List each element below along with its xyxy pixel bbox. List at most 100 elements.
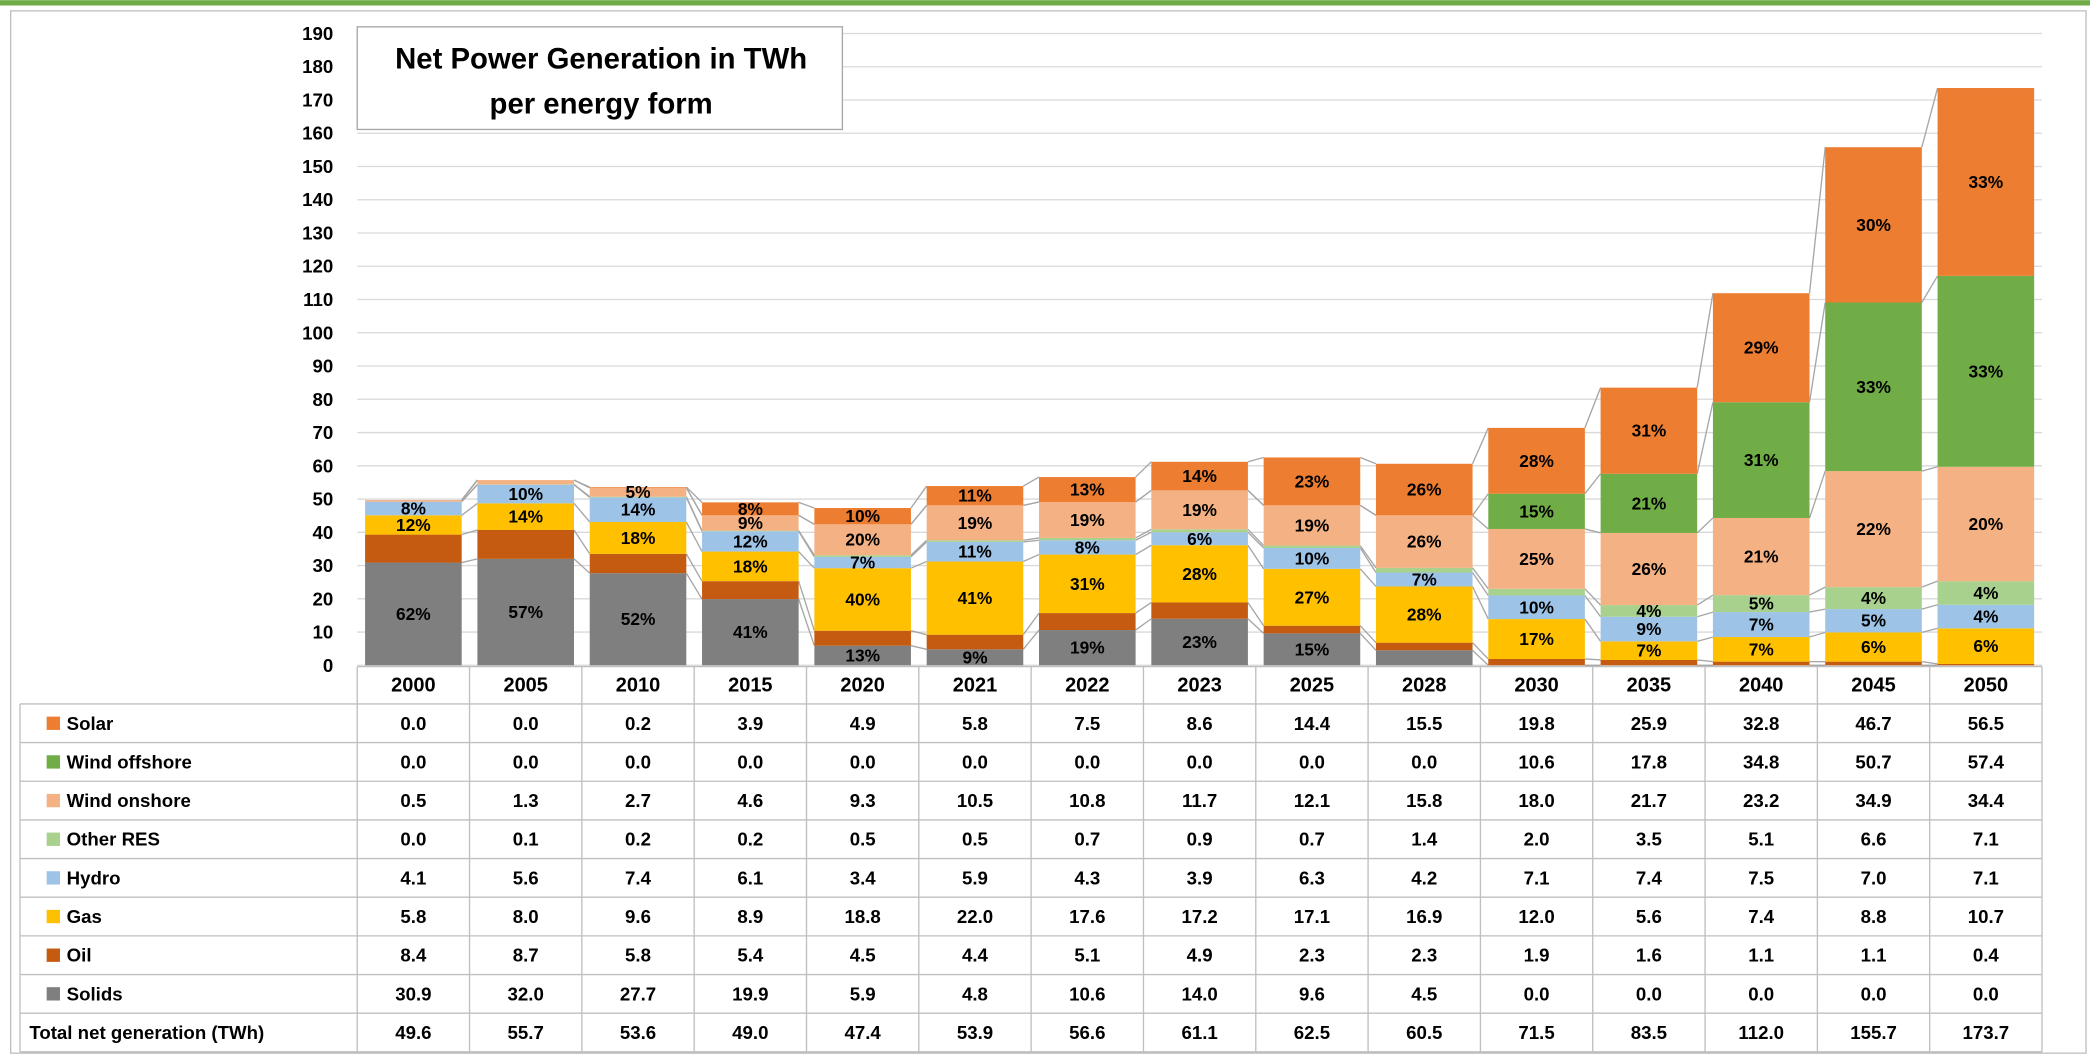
series-line xyxy=(1472,642,1489,660)
table-cell: 5.8 xyxy=(625,945,651,966)
table-cell: 34.8 xyxy=(1743,751,1779,772)
series-line xyxy=(1023,537,1040,541)
bar-segment xyxy=(814,508,911,525)
share-label: 52% xyxy=(621,609,656,629)
table-cell: 0.7 xyxy=(1074,829,1100,850)
bar-segment xyxy=(1937,604,2035,629)
table-cell: 1.4 xyxy=(1411,829,1438,850)
series-line xyxy=(1584,528,1601,534)
bar-segment xyxy=(1600,616,1698,642)
share-label: 19% xyxy=(1295,515,1330,535)
bar-segment xyxy=(589,496,687,498)
share-label: 19% xyxy=(1070,638,1105,658)
bar-segment xyxy=(1825,609,1922,633)
bar-segment xyxy=(1712,402,1810,518)
table-cell: 7.5 xyxy=(1074,713,1100,734)
series-line xyxy=(1135,489,1152,503)
table-cell: 4.6 xyxy=(737,790,763,811)
table-cell: 15.5 xyxy=(1406,713,1442,734)
bar-segment xyxy=(926,649,1024,666)
total-cell: 55.7 xyxy=(508,1022,544,1043)
table-cell: 0.0 xyxy=(1973,983,1999,1004)
bar-segment xyxy=(1712,293,1810,403)
legend-key xyxy=(46,832,60,846)
series-line xyxy=(1472,572,1489,596)
total-cell: 71.5 xyxy=(1518,1022,1554,1043)
table-cell: 0.0 xyxy=(1074,751,1100,772)
x-tick-label: 2030 xyxy=(1514,674,1558,696)
share-label: 19% xyxy=(1182,500,1217,520)
table-cell: 0.0 xyxy=(1187,751,1213,772)
share-label: 25% xyxy=(1519,549,1554,569)
bar-segment xyxy=(1712,637,1810,662)
table-cell: 5.6 xyxy=(1636,906,1662,927)
series-line xyxy=(685,497,703,532)
table-cell: 10.8 xyxy=(1069,790,1105,811)
table-cell: 2.3 xyxy=(1299,945,1325,966)
bar-segment xyxy=(589,487,687,488)
bar-segment xyxy=(814,555,911,557)
share-label: 40% xyxy=(845,589,880,609)
table-cell: 0.2 xyxy=(625,829,651,850)
table-cell: 9.3 xyxy=(850,790,876,811)
table-cell: 25.9 xyxy=(1631,713,1667,734)
table-cell: 1.1 xyxy=(1861,945,1887,966)
series-line xyxy=(1696,402,1714,474)
x-tick-label: 2005 xyxy=(503,674,547,696)
bar-segment xyxy=(926,486,1024,506)
table-cell: 17.2 xyxy=(1181,906,1217,927)
bar-segment xyxy=(1825,632,1922,662)
legend-label: Solids xyxy=(67,983,123,1004)
share-label: 14% xyxy=(508,507,543,527)
table-cell: 27.7 xyxy=(620,983,656,1004)
bar-segment xyxy=(926,541,1024,562)
table-cell: 4.8 xyxy=(962,983,988,1004)
bar-segment xyxy=(1825,471,1922,588)
share-label: 20% xyxy=(1969,514,2004,534)
series-line xyxy=(1697,636,1714,642)
bars xyxy=(365,88,2035,666)
bar-segment xyxy=(1600,473,1698,533)
y-tick-label: 180 xyxy=(302,56,333,77)
table-cell: 17.1 xyxy=(1294,906,1330,927)
bar-segment xyxy=(589,497,687,522)
series-line xyxy=(461,484,478,503)
series-line xyxy=(1921,275,1939,303)
series-line xyxy=(1247,544,1265,570)
series-line xyxy=(1135,544,1152,556)
share-label: 12% xyxy=(733,531,768,551)
bar-segment xyxy=(1263,457,1361,506)
table-cell: 0.0 xyxy=(1411,751,1437,772)
bar-segment xyxy=(814,645,911,666)
table-cell: 0.0 xyxy=(962,751,988,772)
share-label: 14% xyxy=(1182,466,1217,486)
share-label: 15% xyxy=(1295,639,1330,659)
bar-segment xyxy=(1825,302,1922,472)
bar-segment xyxy=(1375,567,1473,573)
x-tick-label: 2010 xyxy=(616,674,660,696)
table-cell: 0.0 xyxy=(1524,983,1550,1004)
share-label: 4% xyxy=(1973,583,1998,603)
table-cell: 11.7 xyxy=(1182,790,1217,811)
table-cell: 2.0 xyxy=(1524,829,1550,850)
table-cell: 5.8 xyxy=(962,713,988,734)
bar-segment xyxy=(1039,502,1136,538)
table-cell: 10.6 xyxy=(1518,751,1554,772)
bar-segment xyxy=(1151,545,1248,603)
bar-segment xyxy=(1263,633,1361,666)
table-cell: 4.5 xyxy=(1411,983,1437,1004)
table-cell: 0.0 xyxy=(1748,983,1774,1004)
top-bar xyxy=(0,0,2090,6)
table-cell: 7.4 xyxy=(1748,906,1775,927)
bar-segment xyxy=(1600,659,1698,666)
chart-title: Net Power Generation in TWh xyxy=(395,42,807,75)
bar-segment xyxy=(1039,477,1136,503)
share-label: 11% xyxy=(958,486,992,506)
table-cell: 18.8 xyxy=(845,906,881,927)
series-line xyxy=(910,630,927,636)
table-cell: 17.8 xyxy=(1631,751,1667,772)
table-cell: 3.4 xyxy=(850,867,877,888)
share-label: 28% xyxy=(1519,451,1554,471)
table-cell: 18.0 xyxy=(1518,790,1554,811)
series-line xyxy=(461,529,478,536)
